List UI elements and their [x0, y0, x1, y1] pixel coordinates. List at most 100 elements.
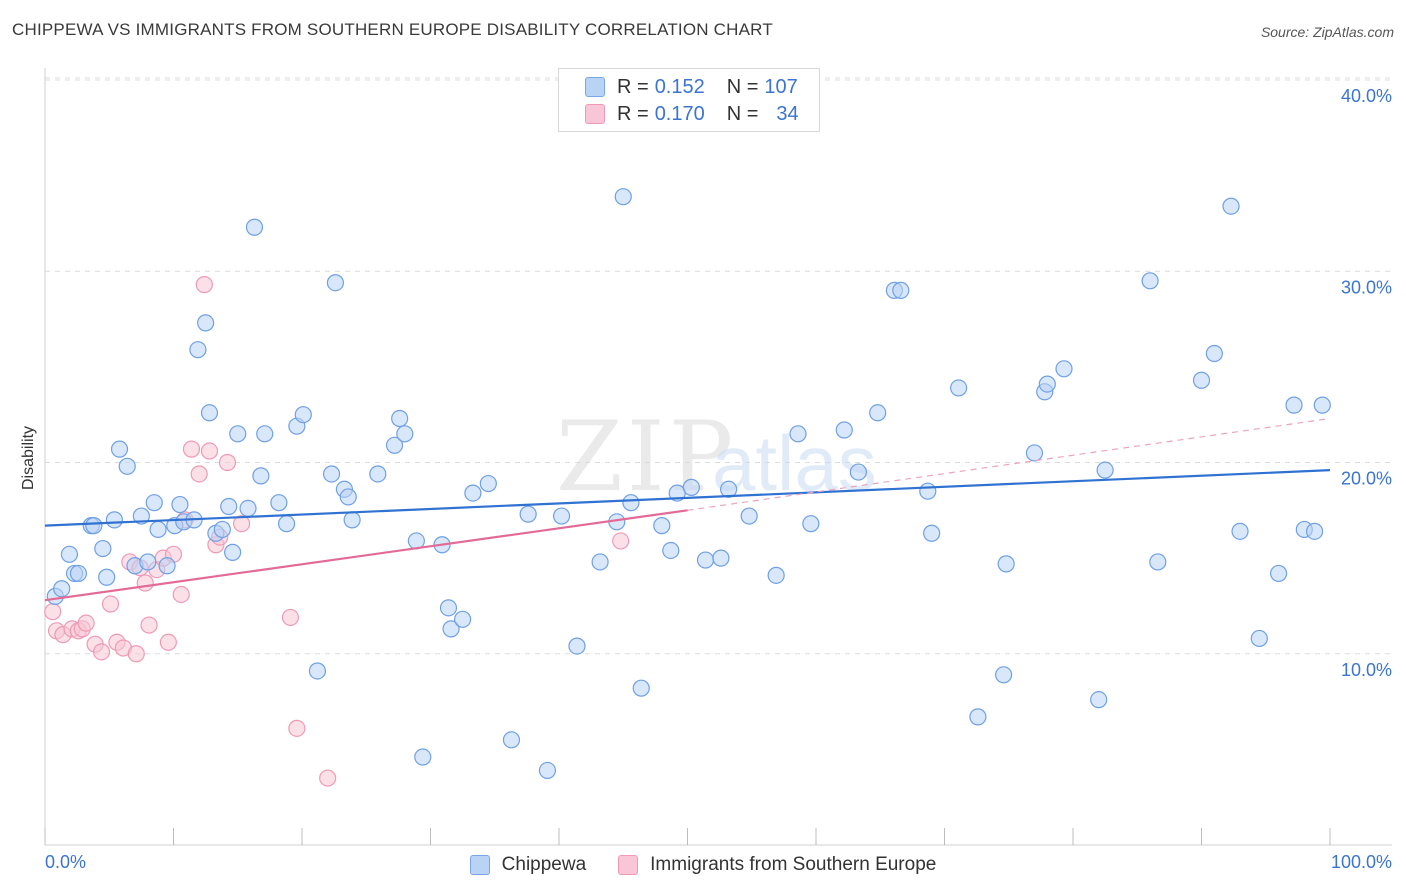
trend-line-immigrants-extrapolated	[687, 417, 1331, 511]
data-point-chippewa	[653, 517, 671, 535]
bottom-legend-immigrants[interactable]: Immigrants from Southern Europe	[618, 854, 936, 876]
data-point-chippewa	[923, 524, 941, 542]
data-point-immigrants	[182, 440, 201, 458]
legend-swatch-immigrants	[585, 104, 605, 124]
data-point-immigrants	[190, 465, 208, 483]
data-point-chippewa	[239, 499, 257, 517]
source-credit: Source: ZipAtlas.com	[1260, 24, 1394, 40]
data-point-chippewa	[835, 421, 853, 439]
data-point-chippewa	[132, 507, 150, 525]
legend-n-label: N =	[726, 75, 759, 98]
data-point-chippewa	[892, 281, 910, 299]
y-tick-label: 20.0%	[1341, 469, 1392, 489]
legend-box: R = 0.152 N = 107 R = 0.170 N = 34	[558, 68, 820, 132]
legend-n-value: 34	[776, 102, 799, 125]
data-point-chippewa	[1313, 396, 1331, 414]
data-point-chippewa	[326, 274, 345, 292]
data-point-chippewa	[1192, 371, 1211, 389]
data-point-chippewa	[802, 515, 820, 533]
data-point-chippewa	[568, 637, 586, 655]
data-point-chippewa	[519, 505, 537, 523]
data-point-immigrants	[195, 276, 213, 294]
data-point-chippewa	[442, 620, 460, 638]
data-point-immigrants	[127, 645, 145, 663]
data-point-chippewa	[552, 507, 571, 525]
data-point-chippewa	[60, 545, 79, 563]
data-point-chippewa	[682, 478, 700, 496]
data-point-chippewa	[767, 566, 785, 584]
data-point-chippewa	[720, 480, 738, 498]
legend-r-value: 0.170	[654, 102, 705, 125]
data-point-chippewa	[197, 314, 215, 332]
data-point-immigrants	[140, 616, 158, 634]
data-point-chippewa	[1096, 461, 1114, 479]
data-point-chippewa	[396, 425, 414, 443]
series-chippewa-points	[46, 188, 1331, 780]
data-point-chippewa	[270, 494, 288, 512]
data-point-chippewa	[98, 568, 116, 586]
bottom-legend-swatch-immigrants	[618, 855, 639, 875]
data-point-chippewa	[869, 404, 887, 422]
x-tick-label-max: 100.0%	[1331, 852, 1392, 872]
bottom-legend-swatch-chippewa	[469, 855, 490, 875]
axes	[44, 68, 1392, 846]
data-point-immigrants	[218, 453, 237, 472]
data-point-chippewa	[256, 425, 274, 443]
data-point-chippewa	[53, 580, 71, 598]
bottom-legend-chippewa[interactable]: Chippewa	[469, 854, 587, 876]
data-point-chippewa	[200, 404, 219, 422]
data-point-chippewa	[454, 610, 472, 628]
bottom-legend-label-immigrants: Immigrants from Southern Europe	[650, 854, 937, 875]
data-point-chippewa	[740, 507, 758, 525]
data-point-chippewa	[94, 539, 112, 558]
data-point-chippewa	[189, 341, 207, 359]
bottom-legend-label-chippewa: Chippewa	[501, 854, 587, 875]
data-point-chippewa	[252, 467, 270, 485]
legend-row-chippewa: R = 0.152 N = 107	[585, 75, 798, 99]
data-point-chippewa	[105, 511, 123, 529]
data-point-chippewa	[145, 494, 163, 512]
watermark-zip: ZIP	[556, 401, 737, 513]
data-point-chippewa	[614, 188, 632, 206]
data-point-chippewa	[995, 666, 1013, 684]
data-point-chippewa	[1205, 344, 1223, 363]
legend-swatch-chippewa	[585, 77, 605, 97]
data-point-chippewa	[339, 488, 357, 506]
data-point-immigrants	[233, 515, 251, 533]
data-point-chippewa	[385, 436, 404, 454]
trend-lines	[44, 417, 1331, 602]
data-point-immigrants	[612, 532, 630, 550]
data-point-immigrants	[200, 442, 219, 460]
data-point-chippewa	[1055, 360, 1073, 378]
data-point-chippewa	[224, 543, 242, 561]
data-point-chippewa	[1269, 564, 1288, 583]
data-point-chippewa	[439, 599, 458, 617]
data-point-chippewa	[69, 564, 88, 583]
data-point-chippewa	[213, 520, 231, 539]
bottom-legend: Chippewa Immigrants from Southern Europe	[0, 852, 1406, 878]
data-point-immigrants	[319, 769, 337, 787]
legend-r-value: 0.152	[654, 75, 705, 98]
y-tick-label: 10.0%	[1341, 660, 1392, 680]
trend-line-chippewa	[44, 469, 1331, 527]
data-point-chippewa	[1285, 396, 1303, 414]
data-point-chippewa	[622, 494, 640, 512]
data-point-chippewa	[1038, 375, 1056, 393]
data-point-chippewa	[696, 551, 715, 569]
data-point-chippewa	[950, 379, 968, 397]
grid-lines	[45, 77, 1392, 655]
data-point-chippewa	[662, 541, 680, 560]
data-point-chippewa	[294, 406, 312, 424]
data-point-immigrants	[172, 585, 190, 604]
chart-title: CHIPPEWA VS IMMIGRANTS FROM SOUTHERN EUR…	[12, 20, 773, 39]
data-point-immigrants	[77, 614, 95, 632]
data-point-immigrants	[92, 643, 111, 661]
data-point-chippewa	[1025, 444, 1044, 462]
trend-line-immigrants	[44, 509, 688, 602]
data-point-chippewa	[139, 553, 157, 571]
y-axis-label: Disability	[20, 426, 37, 490]
data-point-chippewa	[158, 557, 176, 575]
data-point-chippewa	[479, 474, 497, 493]
data-point-chippewa	[229, 425, 247, 443]
